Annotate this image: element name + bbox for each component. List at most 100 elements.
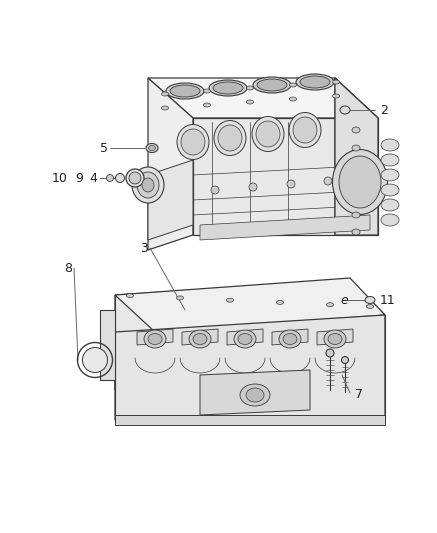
Ellipse shape bbox=[209, 80, 247, 96]
Ellipse shape bbox=[246, 100, 253, 104]
Ellipse shape bbox=[177, 125, 209, 159]
Polygon shape bbox=[115, 295, 385, 390]
Ellipse shape bbox=[326, 303, 333, 306]
Ellipse shape bbox=[146, 143, 158, 152]
Ellipse shape bbox=[126, 294, 133, 297]
Ellipse shape bbox=[289, 97, 296, 101]
Ellipse shape bbox=[142, 178, 154, 192]
Text: 8: 8 bbox=[64, 262, 72, 274]
Polygon shape bbox=[200, 370, 310, 415]
Ellipse shape bbox=[279, 330, 301, 348]
Polygon shape bbox=[200, 215, 370, 240]
Ellipse shape bbox=[137, 172, 159, 198]
Ellipse shape bbox=[126, 169, 144, 187]
Polygon shape bbox=[193, 118, 378, 235]
Text: 3: 3 bbox=[140, 241, 148, 254]
Text: 9: 9 bbox=[75, 172, 83, 184]
Ellipse shape bbox=[148, 334, 162, 344]
Ellipse shape bbox=[83, 348, 108, 373]
Ellipse shape bbox=[381, 139, 399, 151]
Ellipse shape bbox=[234, 330, 256, 348]
Ellipse shape bbox=[365, 296, 375, 303]
Ellipse shape bbox=[162, 106, 169, 110]
Ellipse shape bbox=[287, 180, 295, 188]
Ellipse shape bbox=[132, 167, 164, 203]
Ellipse shape bbox=[326, 349, 334, 357]
Ellipse shape bbox=[193, 334, 207, 344]
Ellipse shape bbox=[211, 186, 219, 194]
Ellipse shape bbox=[149, 146, 156, 150]
Polygon shape bbox=[137, 329, 173, 345]
Ellipse shape bbox=[289, 112, 321, 148]
Ellipse shape bbox=[204, 103, 211, 107]
Ellipse shape bbox=[213, 82, 243, 94]
Ellipse shape bbox=[115, 174, 125, 182]
Ellipse shape bbox=[352, 127, 360, 133]
Ellipse shape bbox=[367, 304, 374, 309]
Polygon shape bbox=[115, 415, 385, 425]
Ellipse shape bbox=[381, 214, 399, 226]
Ellipse shape bbox=[166, 83, 204, 99]
Ellipse shape bbox=[129, 172, 141, 184]
Ellipse shape bbox=[204, 89, 211, 93]
Ellipse shape bbox=[289, 83, 296, 87]
Text: 5: 5 bbox=[100, 141, 108, 155]
Text: 4: 4 bbox=[89, 172, 97, 184]
Polygon shape bbox=[115, 315, 385, 420]
Polygon shape bbox=[148, 78, 193, 250]
Polygon shape bbox=[335, 78, 378, 235]
Ellipse shape bbox=[333, 94, 340, 98]
Ellipse shape bbox=[381, 184, 399, 196]
Ellipse shape bbox=[381, 169, 399, 181]
Ellipse shape bbox=[257, 79, 287, 91]
Text: 7: 7 bbox=[355, 389, 363, 401]
Ellipse shape bbox=[218, 125, 242, 151]
Ellipse shape bbox=[189, 330, 211, 348]
Ellipse shape bbox=[249, 183, 257, 191]
Ellipse shape bbox=[252, 117, 284, 151]
Ellipse shape bbox=[340, 106, 350, 114]
Ellipse shape bbox=[226, 298, 233, 302]
Polygon shape bbox=[148, 160, 193, 240]
Ellipse shape bbox=[296, 74, 334, 90]
Ellipse shape bbox=[381, 199, 399, 211]
Ellipse shape bbox=[293, 117, 317, 143]
Ellipse shape bbox=[170, 85, 200, 97]
Ellipse shape bbox=[214, 120, 246, 156]
Text: 2: 2 bbox=[380, 103, 388, 117]
Ellipse shape bbox=[324, 177, 332, 185]
Ellipse shape bbox=[177, 296, 184, 300]
Ellipse shape bbox=[352, 212, 360, 218]
Ellipse shape bbox=[256, 121, 280, 147]
Ellipse shape bbox=[333, 80, 340, 84]
Ellipse shape bbox=[181, 129, 205, 155]
Ellipse shape bbox=[352, 229, 360, 235]
Ellipse shape bbox=[352, 145, 360, 151]
Polygon shape bbox=[148, 78, 378, 118]
Text: 10: 10 bbox=[52, 172, 68, 184]
Polygon shape bbox=[335, 78, 378, 235]
Ellipse shape bbox=[328, 334, 342, 344]
Polygon shape bbox=[100, 310, 115, 380]
Ellipse shape bbox=[238, 334, 252, 344]
Polygon shape bbox=[272, 329, 308, 345]
Ellipse shape bbox=[107, 174, 114, 182]
Text: 11: 11 bbox=[380, 294, 396, 306]
Text: e: e bbox=[340, 103, 348, 117]
Ellipse shape bbox=[339, 156, 381, 208]
Polygon shape bbox=[115, 278, 385, 332]
Ellipse shape bbox=[277, 301, 284, 304]
Ellipse shape bbox=[253, 77, 291, 93]
Polygon shape bbox=[115, 280, 385, 315]
Ellipse shape bbox=[341, 357, 348, 364]
Polygon shape bbox=[182, 329, 218, 345]
Ellipse shape bbox=[333, 149, 388, 214]
Polygon shape bbox=[227, 329, 263, 345]
Ellipse shape bbox=[324, 330, 346, 348]
Ellipse shape bbox=[381, 154, 399, 166]
Ellipse shape bbox=[162, 92, 169, 96]
Ellipse shape bbox=[283, 334, 297, 344]
Ellipse shape bbox=[246, 388, 264, 402]
Polygon shape bbox=[317, 329, 353, 345]
Text: e: e bbox=[340, 294, 348, 306]
